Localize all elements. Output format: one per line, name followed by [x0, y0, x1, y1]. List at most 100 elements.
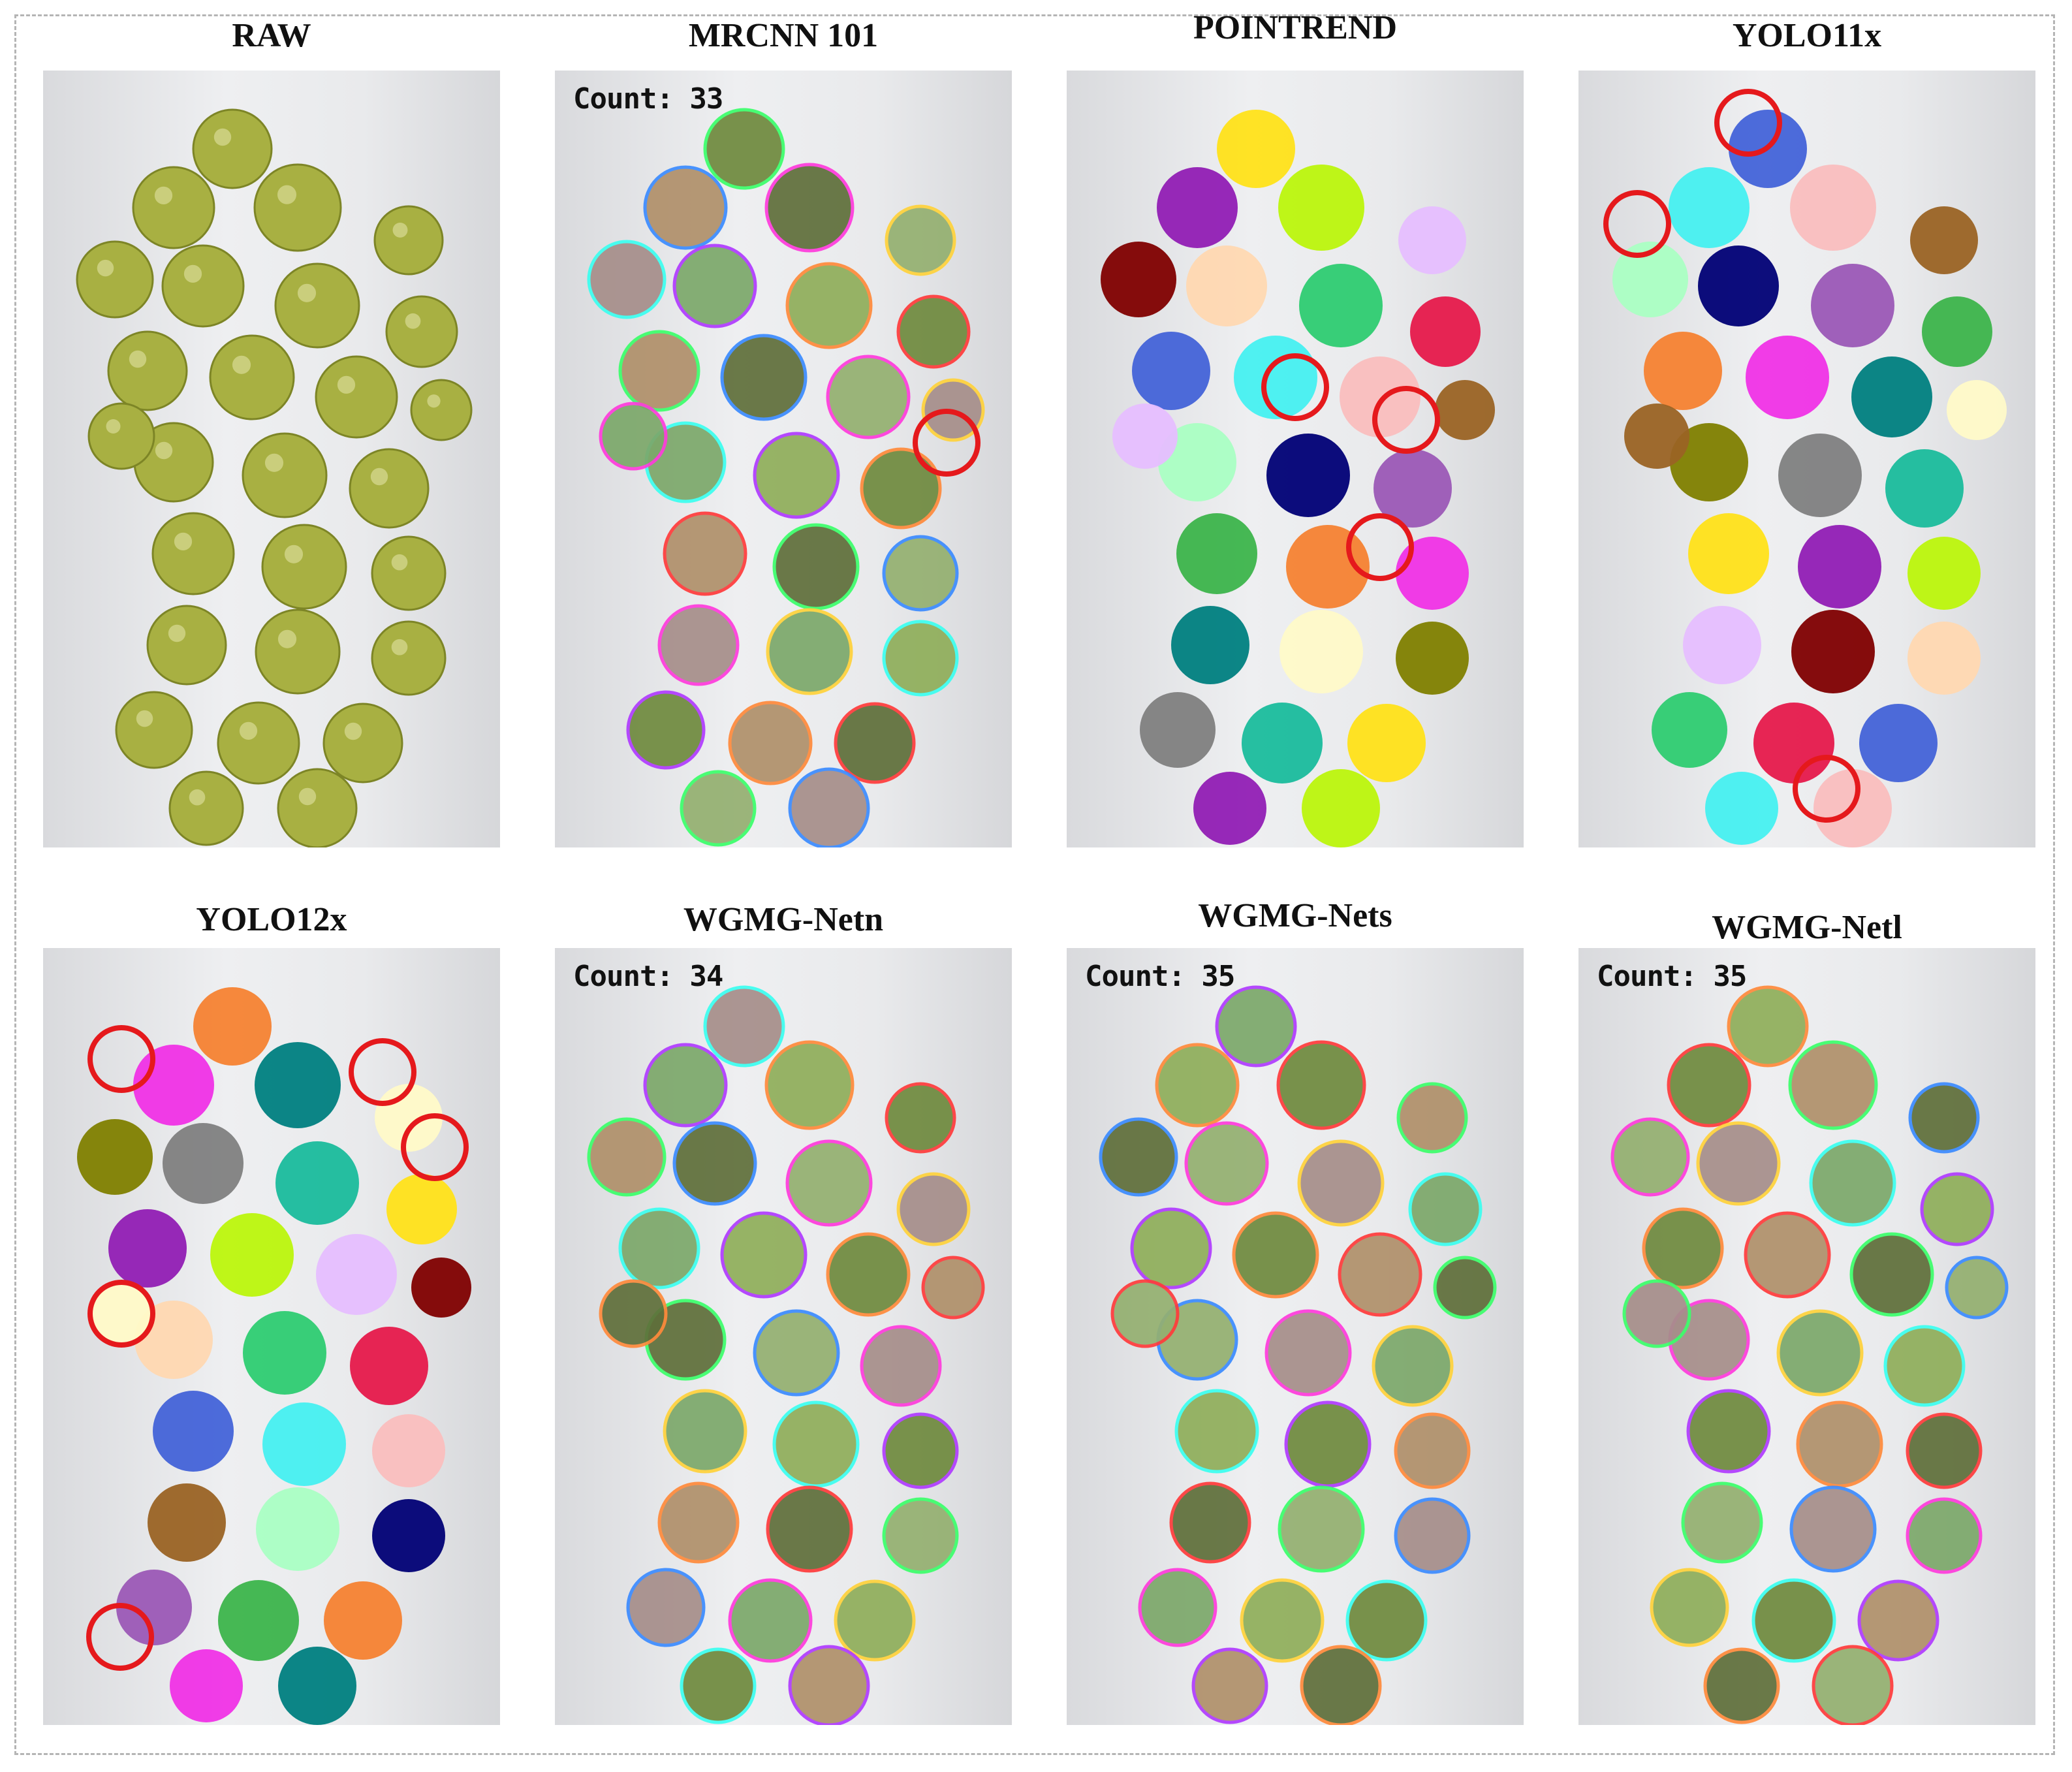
grape-mask — [1217, 110, 1295, 188]
grape-mask — [210, 1213, 294, 1297]
grape-mask — [1789, 1485, 1877, 1573]
grape — [410, 379, 473, 441]
grape-mask — [680, 770, 757, 847]
grape-mask — [643, 1043, 728, 1128]
grape-mask — [170, 1649, 243, 1722]
grape-mask — [753, 432, 840, 519]
grape-mask — [1857, 1579, 1939, 1662]
grape-mask — [1751, 1578, 1836, 1663]
grape-mask — [921, 1256, 985, 1320]
grape-mask — [626, 690, 706, 770]
grape-mask — [1698, 245, 1779, 326]
grape-mask — [1688, 513, 1769, 594]
grape-mask — [1410, 296, 1481, 367]
grape-mask — [243, 1311, 326, 1395]
grape-mask — [1110, 1279, 1180, 1348]
grape-mask — [1809, 1139, 1896, 1227]
grape-mask — [766, 608, 853, 695]
grape-mask — [788, 1645, 870, 1725]
grape-mask — [1652, 692, 1727, 768]
grape-mask — [1130, 1207, 1212, 1289]
grape-mask — [1394, 1497, 1471, 1574]
grape-mask — [1345, 1579, 1428, 1662]
grape-mask — [1284, 1400, 1372, 1488]
grape-mask — [1372, 1325, 1454, 1407]
panel-title: WGMG-Netn — [683, 901, 884, 938]
grape — [107, 330, 188, 411]
grape-mask — [1753, 703, 1834, 783]
grape-mask — [1347, 704, 1426, 782]
grape-mask — [108, 1209, 187, 1288]
grape-mask — [720, 1211, 808, 1299]
error-circle — [1603, 190, 1671, 258]
grape-mask — [785, 262, 873, 349]
grape-mask — [1234, 336, 1317, 419]
grape-mask — [1435, 380, 1495, 440]
grape — [132, 166, 215, 249]
grape-mask — [1681, 1481, 1763, 1564]
panel-pointrend: POINTREND — [1067, 9, 1524, 847]
grape-mask — [1215, 985, 1297, 1068]
grape-mask — [1906, 1497, 1983, 1574]
grape-mask — [1176, 513, 1257, 594]
grape — [146, 605, 227, 686]
grape-mask — [764, 1040, 855, 1130]
grape-mask — [1624, 403, 1689, 469]
grape-mask — [626, 1568, 706, 1647]
grape — [151, 512, 235, 595]
grape-mask — [772, 1400, 860, 1488]
grape-mask — [1727, 985, 1809, 1068]
grape-mask — [1883, 1325, 1966, 1407]
grape-cluster — [76, 108, 473, 847]
grape-mask — [860, 447, 942, 530]
grape-mask — [1242, 703, 1323, 783]
panel-title: YOLO12x — [196, 901, 347, 938]
grape-mask — [885, 204, 956, 276]
grape-mask — [1408, 1172, 1483, 1246]
grape-mask — [1920, 1172, 1994, 1246]
panel-wgmg-nets: WGMG-Nets Count: 35 — [1067, 897, 1524, 1725]
grape-mask — [1174, 1389, 1259, 1474]
grape-mask — [1396, 1082, 1468, 1154]
grape — [161, 244, 245, 328]
grape-mask — [826, 1232, 911, 1317]
grape-mask — [1622, 1279, 1691, 1348]
panel-title: YOLO11x — [1732, 17, 1882, 54]
grape-mask — [1099, 1117, 1178, 1197]
grape-mask — [218, 1580, 299, 1661]
panel-title: WGMG-Netl — [1712, 909, 1902, 946]
grape-mask — [1811, 264, 1894, 347]
grape — [168, 770, 244, 846]
grape-mask — [1276, 1040, 1366, 1130]
panel-wgmg-netn: WGMG-Netn Count: 34 — [555, 901, 1012, 1725]
grape-mask — [1184, 1121, 1269, 1206]
grape-mask — [1302, 769, 1380, 847]
grape-mask — [1433, 1256, 1497, 1320]
grape — [115, 691, 193, 769]
grape-cluster — [1101, 110, 1495, 847]
grape-mask — [785, 1139, 873, 1227]
grape-mask — [1610, 1117, 1690, 1197]
grape-mask — [316, 1234, 397, 1315]
grape-mask — [672, 244, 757, 328]
grape-mask — [1112, 403, 1178, 469]
grape — [349, 448, 430, 529]
grape-mask — [1132, 332, 1210, 410]
grape-mask — [657, 604, 740, 686]
error-circle — [401, 1113, 469, 1181]
grape-mask — [1612, 242, 1688, 317]
grape-mask — [1299, 264, 1383, 347]
panel-title: MRCNN 101 — [688, 17, 879, 54]
panel-title: WGMG-Nets — [1198, 897, 1392, 934]
grape-cluster — [1610, 985, 2009, 1725]
grape — [373, 205, 444, 276]
grape-mask — [663, 511, 747, 596]
grape-mask — [116, 1570, 192, 1645]
grape-mask — [680, 1647, 757, 1724]
grape-mask — [1297, 1139, 1385, 1227]
grape-mask — [77, 1119, 153, 1195]
grape-mask — [1266, 434, 1350, 517]
grape-mask — [1644, 332, 1722, 410]
grape-mask — [372, 1414, 445, 1487]
panel-image — [1067, 71, 1524, 847]
